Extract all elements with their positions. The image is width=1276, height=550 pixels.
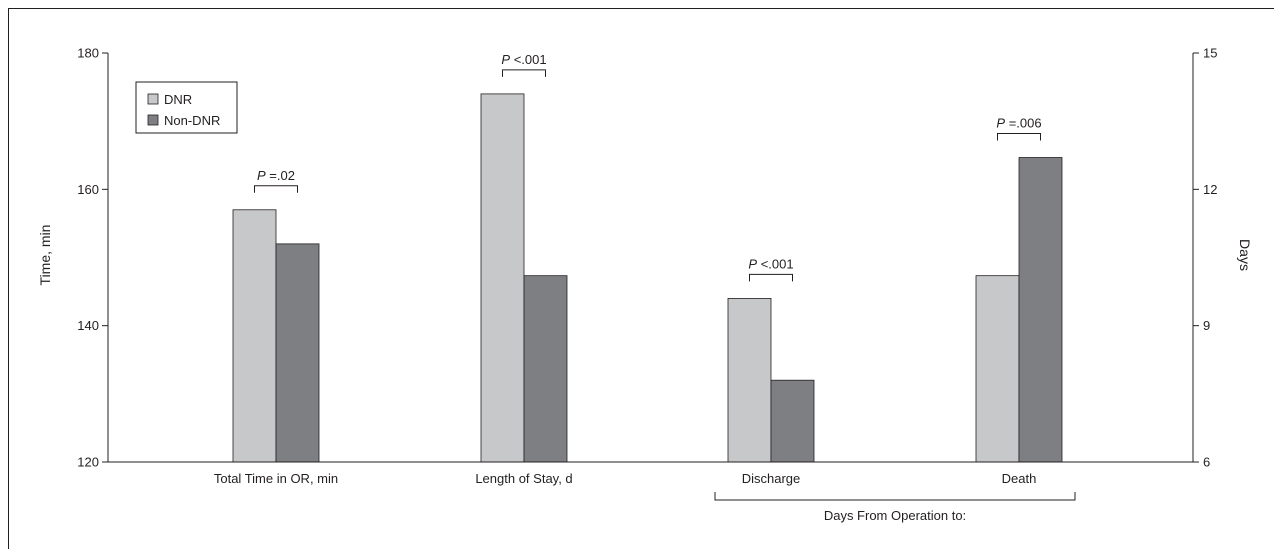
bar-non-dnr-4 <box>1018 157 1063 463</box>
y-left-tick-label: 120 <box>77 455 99 470</box>
chart-frame <box>8 8 1274 549</box>
group-label: Days From Operation to: <box>824 508 966 523</box>
x-category-label: Discharge <box>742 471 801 486</box>
y-right-tick-label: 12 <box>1203 182 1217 197</box>
x-category-label: Death <box>1002 471 1037 486</box>
legend: DNR Non-DNR <box>135 81 238 134</box>
x-category-label: Total Time in OR, min <box>214 471 338 486</box>
p-value-bracket <box>502 69 546 77</box>
legend-label-non-dnr: Non-DNR <box>164 113 220 128</box>
legend-swatch-non-dnr <box>147 114 159 126</box>
bar-dnr-1 <box>232 209 277 463</box>
bars-layer <box>232 93 1063 463</box>
bar-non-dnr-3 <box>770 379 815 463</box>
y-left-tick-label: 180 <box>77 46 99 61</box>
legend-label-dnr: DNR <box>164 92 192 107</box>
y-left-axis-title: Time, min <box>37 225 53 286</box>
bar-dnr-3 <box>727 297 772 463</box>
legend-swatch-dnr <box>147 93 159 105</box>
y-right-tick-label: 15 <box>1203 46 1217 61</box>
p-value-bracket <box>254 185 298 193</box>
labels-layer: Total Time in OR, min P =.02 Length of Sta… <box>214 52 1042 486</box>
p-value-bracket <box>997 133 1041 141</box>
p-value-bracket <box>749 273 793 282</box>
y-left-tick-label: 160 <box>77 182 99 197</box>
p-value-label: P =.02 <box>257 168 295 183</box>
y-right-axis-title: Days <box>1237 239 1253 271</box>
bar-non-dnr-1 <box>275 243 320 463</box>
bar-dnr-4 <box>975 275 1020 463</box>
y-right-tick-label: 6 <box>1203 455 1210 470</box>
y-left-tick-label: 140 <box>77 318 99 333</box>
p-value-label: P <.001 <box>748 256 793 271</box>
group-bracket <box>714 492 1076 501</box>
x-category-label: Length of Stay, d <box>475 471 572 486</box>
axes-layer: 120 140 160 180 6 9 12 15 <box>77 46 1217 470</box>
bar-dnr-2 <box>480 93 525 463</box>
bar-non-dnr-2 <box>523 275 568 463</box>
p-value-label: P <.001 <box>501 52 546 67</box>
y-right-tick-label: 9 <box>1203 318 1210 333</box>
p-value-label: P =.006 <box>996 116 1041 131</box>
